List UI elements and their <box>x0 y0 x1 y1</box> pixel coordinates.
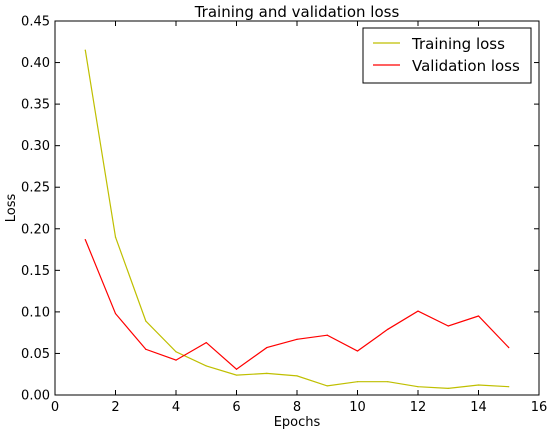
y-tick-label: 0.40 <box>21 56 50 71</box>
y-tick-label: 0.45 <box>21 15 50 30</box>
x-tick-label: 14 <box>470 400 487 415</box>
series-point-1 <box>114 312 117 315</box>
series-layer <box>84 49 510 390</box>
y-tick-label: 0.10 <box>21 305 50 320</box>
x-tick-label: 2 <box>111 400 119 415</box>
series-point-0 <box>266 372 268 374</box>
legend-box <box>362 27 532 84</box>
series-point-0 <box>205 365 207 367</box>
legend-label-training: Training loss <box>411 35 505 53</box>
series-point-1 <box>235 368 238 370</box>
series-point-0 <box>447 387 449 389</box>
legend: Training loss Validation loss <box>362 27 532 84</box>
y-axis: 0.00 0.05 0.10 0.15 0.20 0.25 0.30 0.35 0.40 0.45 <box>21 15 539 404</box>
series-point-1 <box>145 348 147 350</box>
series-point-0 <box>175 351 177 353</box>
series-point-0 <box>477 384 480 386</box>
x-tick-label: 10 <box>349 400 366 415</box>
legend-label-validation: Validation loss <box>412 57 520 75</box>
x-tick-label: 4 <box>172 400 180 415</box>
x-axis-label: Epochs <box>274 415 321 430</box>
series-point-1 <box>477 315 480 317</box>
series-point-1 <box>205 342 207 344</box>
x-axis: 0 2 4 6 8 10 12 14 16 <box>51 21 547 415</box>
series-point-0 <box>356 381 359 383</box>
series-point-1 <box>266 347 268 349</box>
y-tick-label: 0.15 <box>21 264 50 279</box>
series-point-1 <box>296 338 298 340</box>
series-point-0 <box>417 386 419 388</box>
series-point-1 <box>508 347 510 349</box>
y-tick-label: 0.20 <box>21 222 50 237</box>
x-tick-label: 6 <box>232 400 240 415</box>
series-point-1 <box>417 310 419 312</box>
chart-title: Training and validation loss <box>194 3 400 21</box>
x-tick-label: 0 <box>51 400 59 415</box>
x-tick-label: 16 <box>531 400 548 415</box>
y-axis-label: Loss <box>4 194 19 223</box>
x-tick-label: 12 <box>410 400 427 415</box>
series-point-1 <box>326 334 328 336</box>
series-point-0 <box>145 320 147 322</box>
series-point-1 <box>356 350 359 352</box>
series-point-1 <box>447 325 449 327</box>
series-point-1 <box>175 359 177 361</box>
y-tick-label: 0.30 <box>21 139 50 154</box>
series-point-0 <box>508 386 510 388</box>
series-point-1 <box>387 328 389 330</box>
x-tick-label: 8 <box>293 400 301 415</box>
series-point-0 <box>296 375 298 377</box>
y-tick-label: 0.35 <box>21 98 50 113</box>
series-point-1 <box>84 238 86 241</box>
series-point-0 <box>114 236 117 238</box>
y-tick-label: 0.00 <box>21 389 50 404</box>
series-point-0 <box>387 381 389 383</box>
series-point-0 <box>235 374 238 376</box>
y-tick-label: 0.25 <box>21 181 50 196</box>
series-point-0 <box>84 49 86 51</box>
y-tick-label: 0.05 <box>21 347 50 362</box>
series-point-0 <box>326 385 328 387</box>
